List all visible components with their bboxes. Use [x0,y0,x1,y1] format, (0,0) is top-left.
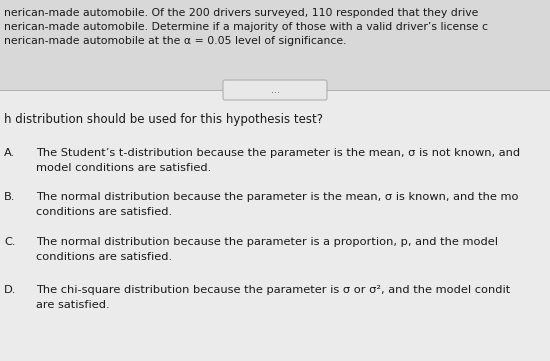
Text: The normal distribution because the parameter is a proportion, p, and the model: The normal distribution because the para… [36,237,498,247]
Text: nerican-made automobile. Of the 200 drivers surveyed, 110 responded that they dr: nerican-made automobile. Of the 200 driv… [4,8,478,18]
Bar [0,0,550,91]
Bar [0,91,550,361]
Text: C.: C. [4,237,15,247]
Text: ...: ... [271,85,279,95]
Text: model conditions are satisfied.: model conditions are satisfied. [36,163,211,173]
Text: The normal distribution because the parameter is the mean, σ is known, and the m: The normal distribution because the para… [36,192,519,202]
Text: are satisfied.: are satisfied. [36,300,109,310]
FancyBboxPatch shape [223,80,327,100]
Text: B.: B. [4,192,15,202]
Text: D.: D. [4,285,16,295]
Text: A.: A. [4,148,15,158]
Text: h distribution should be used for this hypothesis test?: h distribution should be used for this h… [4,113,323,126]
Text: The Student’s t-distribution because the parameter is the mean, σ is not known, : The Student’s t-distribution because the… [36,148,520,158]
Text: conditions are satisfied.: conditions are satisfied. [36,207,172,217]
Text: nerican-made automobile at the α = 0.05 level of significance.: nerican-made automobile at the α = 0.05 … [4,36,346,46]
Text: The chi-square distribution because the parameter is σ or σ², and the model cond: The chi-square distribution because the … [36,285,510,295]
Text: nerican-made automobile. Determine if a majority of those with a valid driver’s : nerican-made automobile. Determine if a … [4,22,488,32]
Text: conditions are satisfied.: conditions are satisfied. [36,252,172,262]
